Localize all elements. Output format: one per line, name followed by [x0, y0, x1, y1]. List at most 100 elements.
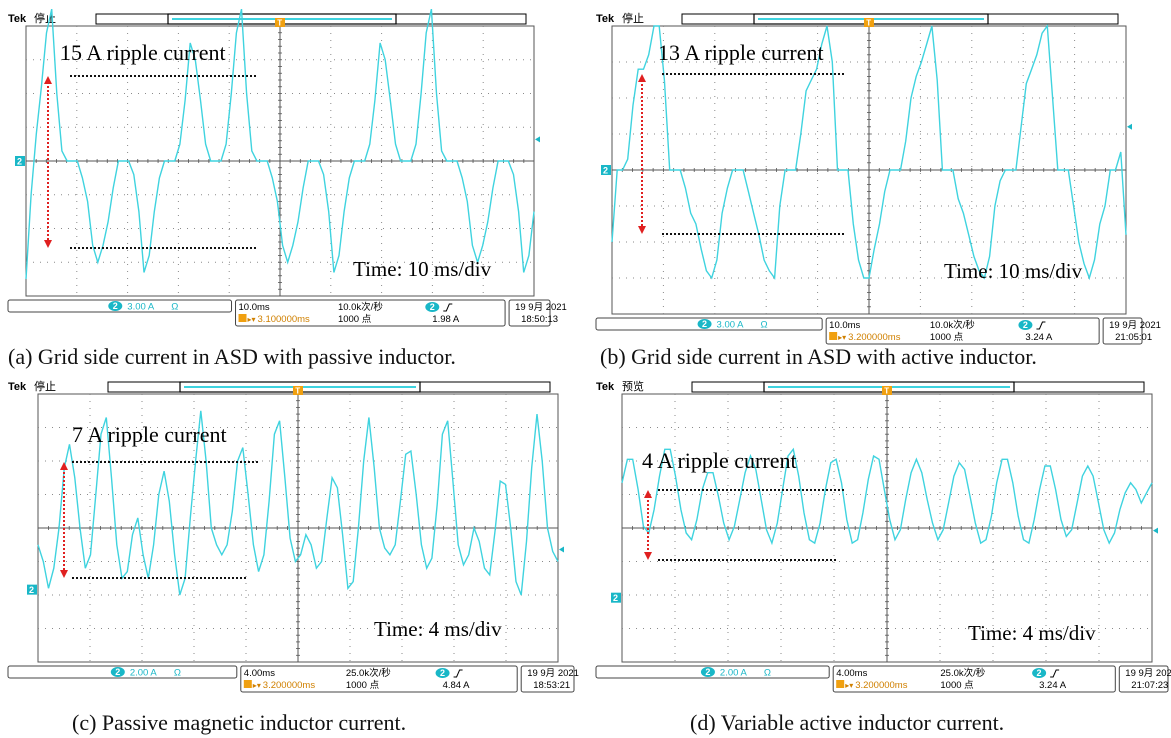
caption-b: (b) Grid side current in ASD with active… [600, 344, 1037, 369]
channel-chip-label: 2 [115, 667, 120, 677]
channel-scale: 2.00 A [130, 668, 158, 679]
datetime-box [1102, 317, 1143, 345]
acquisition-state: 停止 [34, 379, 56, 393]
trigger-level-arrow [535, 136, 540, 143]
trigger-level: 3.24 A [1039, 680, 1067, 691]
trigger-position: 3.200000ms [855, 680, 908, 691]
impedance-icon: Ω [761, 320, 768, 331]
channel-ground-marker [27, 584, 37, 595]
ripple-arrow-head-down [638, 226, 646, 234]
scope-panel-a: Tek 停止 T 2 15 A ripple current Time: 10 ms/di… [7, 8, 567, 327]
ripple-arrow-head-up [644, 490, 652, 498]
current-waveform [611, 24, 1127, 281]
scope-svg-d: Tek 预览 T 2 4 A ripple current Time: 4 ms/div 2… [595, 379, 1171, 693]
tek-logo: Tek [8, 381, 27, 393]
trigger-pos-icon [243, 680, 252, 688]
ripple-label: 13 A ripple current [658, 40, 824, 65]
trigger-chip-label: 2 [1037, 668, 1042, 678]
channel-ground-marker [611, 592, 621, 603]
date: 19 9月 2021 [515, 302, 567, 313]
trigger-chip [1018, 320, 1033, 330]
tek-logo: Tek [596, 381, 615, 393]
current-waveform [621, 447, 1153, 546]
timebase: 4.00ms [836, 668, 867, 679]
sample-rate: 10.0k次/秒 [930, 319, 975, 331]
channel-chip [700, 667, 715, 677]
trigger-pos-arrow-icon: ▸▾ [845, 681, 853, 690]
time-per-div-label: Time: 4 ms/div [374, 617, 502, 641]
trigger-marker-glyph: T [866, 18, 871, 27]
trigger-pos-arrow-icon: ▸▾ [248, 315, 256, 324]
trigger-level: 1.98 A [432, 314, 460, 325]
record-length: 1000 点 [346, 680, 380, 691]
trigger-position: 3.100000ms [258, 314, 311, 325]
trigger-position: 3.200000ms [263, 680, 316, 691]
ripple-label: 15 A ripple current [60, 40, 226, 65]
scope-svg-c: Tek 停止 T 2 7 A ripple current Time: 4 ms/div 2… [7, 379, 579, 693]
trigger-marker-glyph: T [295, 386, 300, 395]
trigger-chip [435, 668, 450, 678]
trigger-level-arrow [1153, 527, 1158, 534]
trigger-pos-arrow-icon: ▸▾ [838, 333, 846, 342]
rising-edge-icon [1036, 321, 1046, 330]
scope-panel-d: Tek 预览 T 2 4 A ripple current Time: 4 ms/div 2… [595, 378, 1171, 693]
ripple-arrow-head-up [638, 74, 646, 82]
rising-edge-icon [453, 669, 463, 678]
trigger-level: 3.24 A [1025, 332, 1053, 343]
datetime-box [520, 665, 575, 693]
impedance-icon: Ω [174, 668, 181, 679]
sample-rate: 25.0k次/秒 [346, 667, 391, 679]
timebase: 10.0ms [829, 320, 860, 331]
trigger-level-arrow [559, 546, 564, 553]
trigger-pos-icon [829, 332, 838, 340]
trigger-marker-icon [882, 386, 892, 395]
trigger-chip-label: 2 [430, 302, 435, 312]
ripple-label: 4 A ripple current [642, 448, 797, 473]
channel-chip [108, 301, 123, 311]
trigger-chip-label: 2 [1023, 320, 1028, 330]
ripple-arrow-head-up [44, 76, 52, 84]
sample-rate: 10.0k次/秒 [338, 301, 383, 313]
channel-chip [110, 667, 125, 677]
tek-logo: Tek [8, 13, 27, 25]
timebase: 10.0ms [239, 302, 270, 313]
ripple-arrow-head-down [60, 570, 68, 578]
scope-svg-b: Tek 停止 T 2 13 A ripple current Time: 10 ms/di… [595, 11, 1161, 345]
tek-logo: Tek [596, 13, 615, 25]
channel-ground-label: 2 [29, 585, 34, 595]
channel-scale: 2.00 A [720, 668, 748, 679]
time: 18:53:21 [533, 680, 570, 691]
trigger-marker-icon [864, 18, 874, 27]
trigger-pos-icon [238, 314, 247, 322]
acquisition-state: 预览 [622, 379, 644, 393]
channel-ground-marker [15, 156, 25, 166]
trigger-pos-icon [836, 680, 845, 688]
time: 21:05:01 [1115, 332, 1152, 343]
date: 19 9月 2021 [527, 668, 579, 679]
time: 18:50:13 [521, 314, 558, 325]
trigger-chip [425, 302, 440, 312]
time-per-div-label: Time: 10 ms/div [353, 257, 492, 281]
scope-panel-c: Tek 停止 T 2 7 A ripple current Time: 4 ms/div 2… [7, 378, 579, 693]
trigger-pos-arrow-icon: ▸▾ [253, 681, 261, 690]
trigger-level: 4.84 A [443, 680, 471, 691]
caption-d: (d) Variable active inductor current. [690, 710, 1005, 735]
datetime-box [1118, 665, 1169, 693]
impedance-icon: Ω [764, 668, 771, 679]
current-waveform [25, 8, 535, 280]
impedance-icon: Ω [171, 302, 178, 313]
record-length: 1000 点 [940, 680, 974, 691]
acquisition-state: 停止 [622, 11, 644, 25]
trigger-chip-label: 2 [440, 668, 445, 678]
channel-ground-marker [601, 165, 611, 175]
timebase: 4.00ms [244, 668, 275, 679]
ripple-arrow-head-down [644, 552, 652, 560]
caption-c: (c) Passive magnetic inductor current. [72, 710, 407, 735]
date: 19 9月 2021 [1125, 668, 1171, 679]
record-length: 1000 点 [338, 314, 372, 325]
rising-edge-icon [443, 303, 453, 312]
trigger-marker-icon [293, 386, 303, 395]
channel-chip-label: 2 [113, 301, 118, 311]
channel-ground-label: 2 [613, 593, 618, 603]
